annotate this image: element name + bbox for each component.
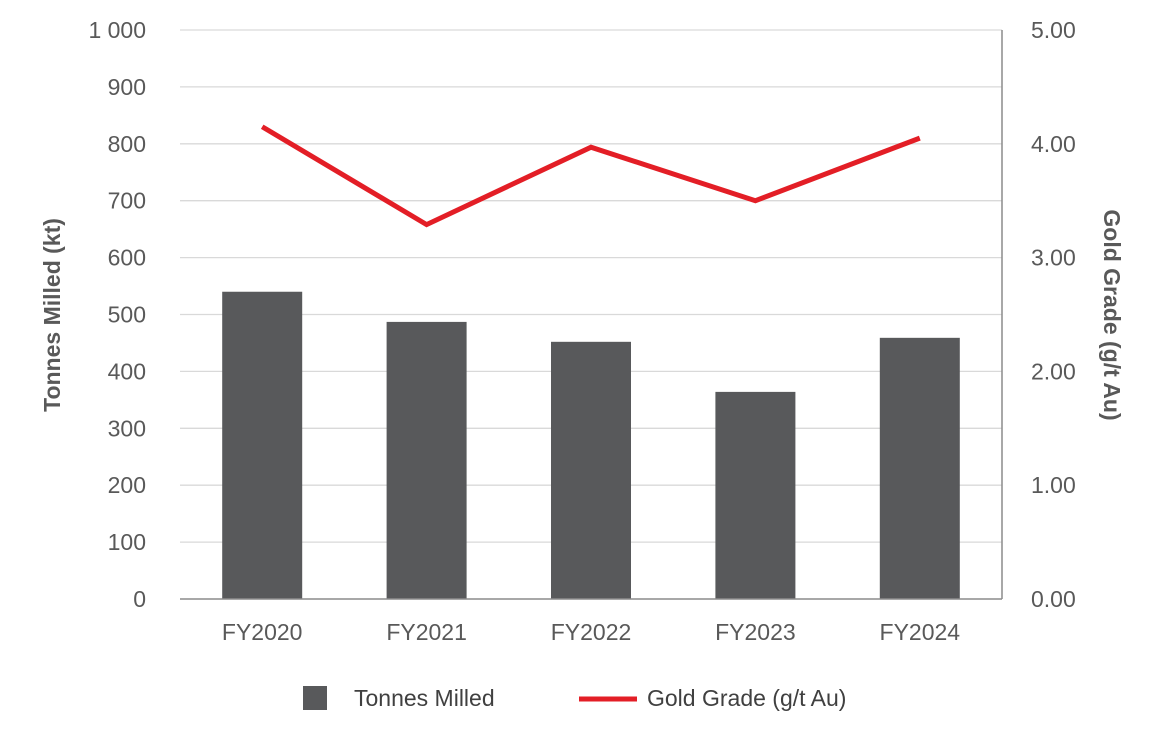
right-tick-label: 1.00	[1031, 472, 1076, 498]
bar	[386, 321, 467, 599]
axes	[180, 30, 1003, 600]
bar	[715, 391, 796, 599]
right-axis-ticks: 0.00 1.00 2.00 3.00 4.00 5.00	[1031, 17, 1076, 612]
left-tick-label: 300	[108, 415, 146, 441]
gold-grade-line	[260, 124, 921, 228]
bar	[551, 341, 631, 599]
left-tick-label: 700	[108, 188, 146, 214]
x-tick-label: FY2023	[715, 619, 796, 645]
x-tick-label: FY2020	[222, 619, 303, 645]
x-tick-label: FY2022	[551, 619, 632, 645]
left-tick-label: 1 000	[88, 17, 146, 43]
right-tick-label: 4.00	[1031, 131, 1076, 157]
left-tick-label: 0	[133, 586, 146, 612]
left-tick-label: 200	[108, 472, 146, 498]
left-tick-label: 500	[108, 302, 146, 328]
left-axis-title: Tonnes Milled (kt)	[39, 218, 65, 412]
left-axis-ticks: 0 100 200 300 400 500 600 700 800 900 1 000	[88, 17, 146, 612]
left-tick-label: 900	[108, 74, 146, 100]
left-tick-label: 400	[108, 358, 146, 384]
x-tick-label: FY2021	[386, 619, 467, 645]
bar-series-tonnes-milled	[222, 291, 960, 599]
legend-label-tonnes-milled: Tonnes Milled	[354, 685, 495, 711]
gridlines	[180, 29, 1002, 543]
left-tick-label: 100	[108, 529, 146, 555]
legend-label-gold-grade: Gold Grade (g/t Au)	[647, 685, 846, 711]
right-tick-label: 5.00	[1031, 17, 1076, 43]
x-axis-ticks: FY2020 FY2021 FY2022 FY2023 FY2024	[222, 619, 960, 645]
line-series-gold-grade	[260, 124, 921, 228]
legend-swatch-tonnes-milled	[303, 686, 327, 710]
left-tick-label: 800	[108, 131, 146, 157]
bar	[879, 337, 960, 599]
x-tick-label: FY2024	[880, 619, 961, 645]
right-tick-label: 0.00	[1031, 586, 1076, 612]
left-tick-label: 600	[108, 245, 146, 271]
bar	[222, 291, 303, 599]
right-axis-title: Gold Grade (g/t Au)	[1099, 209, 1125, 420]
right-tick-label: 3.00	[1031, 245, 1076, 271]
legend: Tonnes Milled Gold Grade (g/t Au)	[303, 685, 846, 711]
right-tick-label: 2.00	[1031, 358, 1076, 384]
